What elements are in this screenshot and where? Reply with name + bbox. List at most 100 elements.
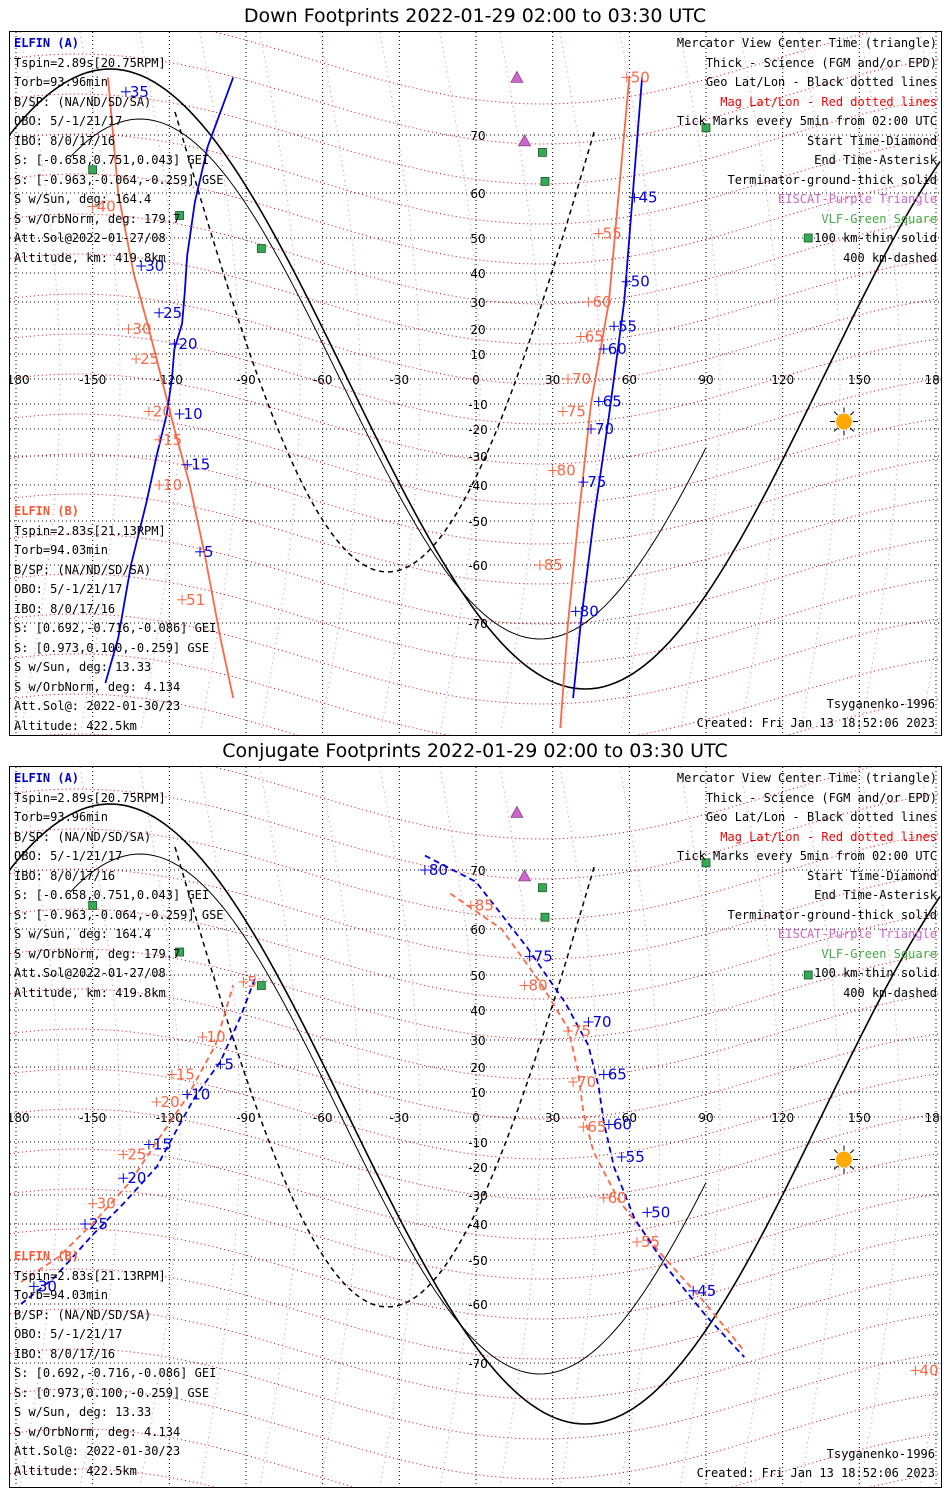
legend-entry: 400 km-dashed: [843, 250, 937, 265]
tick-label: 55: [618, 317, 637, 335]
mag-meridian: [499, 767, 541, 1487]
mag-grid: [10, 32, 941, 735]
info-line: Altitude, km: 419.8km: [14, 250, 166, 265]
info-line: Altitude, km: 419.8km: [14, 985, 166, 1000]
lon-tick-label: 180: [925, 373, 941, 387]
legend-entry: 400 km-dashed: [843, 985, 937, 1000]
mag-meridian: [379, 32, 421, 729]
tick-label: 75: [587, 473, 606, 491]
tick-label: 85: [544, 556, 563, 574]
tick-label: 70: [577, 1073, 596, 1091]
tick-label: 65: [587, 1118, 606, 1136]
tick-label: 35: [130, 83, 149, 101]
tick-label: 65: [603, 393, 622, 411]
lat-tick-label: -60: [468, 559, 488, 573]
tick-label: 51: [186, 591, 205, 609]
info-line: Att.Sol@: 2022-01-30/23: [14, 699, 181, 713]
created-label-down: Created: Fri Jan 13 18:52:06 2023: [696, 716, 935, 730]
tick-label: 30: [145, 257, 164, 275]
tick-label: 5: [204, 543, 214, 561]
info-line: S w/Sun, deg: 13.33: [14, 660, 152, 674]
lon-tick-label: 60: [622, 1111, 637, 1125]
info-line: Tspin=2.89s[20.75RPM]: [14, 790, 166, 805]
mag-meridian: [319, 32, 361, 729]
legend-entry: VLF-Green Square: [821, 946, 937, 961]
lon-tick-label: -180: [10, 373, 30, 387]
elfin-b-info-down: ELFIN (B) Tspin=2.83s[21.13RPM] Torb=94.03…: [14, 502, 216, 735]
lat-tick-label: 40: [470, 267, 485, 281]
eiscat-triangle-icon: [517, 869, 532, 882]
elfin-b-track: [20, 985, 235, 1283]
info-header: ELFIN (A): [14, 36, 80, 50]
tick-label: 50: [651, 1203, 670, 1221]
tick-label: 60: [592, 293, 611, 311]
tick-label: 60: [613, 1116, 632, 1134]
legend-entry: Tick Marks every 5min from 02:00 UTC: [676, 114, 937, 128]
info-line: OBO: 5/-1/21/17: [14, 114, 123, 128]
tick-label: 10: [184, 405, 203, 423]
info-line: Att.Sol@2022-01-27/08: [14, 966, 166, 980]
legend-entry: Geo Lat/Lon - Black dotted lines: [705, 810, 937, 824]
tick-label: 60: [608, 1189, 627, 1207]
terminator-400km-line: [174, 111, 596, 573]
lat-tick-label: 70: [470, 129, 485, 143]
sun-disc: [836, 1151, 852, 1168]
mag-meridian: [859, 32, 901, 729]
sun-ray: [833, 427, 838, 432]
mag-meridian: [619, 32, 661, 729]
model-label-down: Tsyganenko-1996: [826, 697, 935, 711]
tick-label: 25: [127, 1146, 146, 1164]
legend-entry: VLF-Green Square: [821, 211, 937, 226]
tick-label: 45: [638, 189, 657, 207]
elfin-a-track: [20, 974, 258, 1305]
info-line: S: [-0.658,0.751,0.043] GEI: [14, 888, 210, 902]
mag-meridian: [799, 32, 841, 729]
vlf-square-icon: [803, 970, 813, 980]
info-line: S: [0.973,0.100,-0.259] GSE: [14, 640, 210, 655]
mag-meridian: [199, 32, 241, 729]
mag-meridian: [499, 32, 541, 729]
info-line: IBO: 8/0/17/16: [14, 1346, 116, 1361]
lat-tick-label: 20: [470, 1061, 485, 1075]
lon-tick-label: -120: [156, 1111, 183, 1125]
tick-label: 45: [697, 1282, 716, 1300]
lat-tick-label: 50: [470, 969, 485, 983]
elfin-a-info-down: ELFIN (A) Tspin=2.89s[20.75RPM] Torb=93.96…: [14, 34, 224, 268]
legend-entry: Tick Marks every 5min from 02:00 UTC: [676, 849, 937, 863]
lat-tick-label: 70: [470, 864, 485, 878]
info-line: Torb=94.03min: [14, 1288, 108, 1302]
elfin-a-info-conj: ELFIN (A) Tspin=2.89s[20.75RPM] Torb=93.96…: [14, 769, 224, 1003]
info-line: Torb=93.96min: [14, 75, 108, 89]
lon-tick-label: 30: [545, 373, 560, 387]
lon-tick-label: 0: [472, 1111, 480, 1125]
lat-tick-label: 10: [470, 1086, 485, 1100]
lon-tick-label: -150: [79, 1111, 106, 1125]
tick-label: 75: [567, 403, 586, 421]
tick-label: 10: [191, 1086, 210, 1104]
info-line: Torb=93.96min: [14, 810, 108, 824]
lat-tick-label: -30: [468, 1189, 488, 1203]
legend-entry: Mercator View Center Time (triangle): [676, 771, 937, 785]
panel-title-down: Down Footprints 2022-01-29 02:00 to 03:3…: [243, 5, 707, 27]
map-panel-down: -180-150-120-90-60-300306090120150180706…: [9, 31, 942, 736]
vlf-square-icon: [256, 244, 266, 253]
lon-tick-label: -30: [390, 1111, 410, 1125]
tick-label: 60: [608, 340, 627, 358]
info-line: B/SP: (NA/ND/SD/SA): [14, 94, 152, 109]
info-line: S w/Sun, deg: 13.33: [14, 1405, 152, 1419]
panel-title-conj: Conjugate Footprints 2022-01-29 02:00 to…: [222, 740, 728, 762]
elfin-b-track-tail: [559, 77, 631, 729]
tick-label: 10: [163, 476, 182, 494]
axis-labels: -180-150-120-90-60-300306090120150180706…: [10, 129, 941, 631]
sun-ray: [850, 427, 855, 432]
mag-meridian: [739, 32, 781, 729]
lon-tick-label: 120: [771, 373, 794, 387]
info-line: Att.Sol@2022-01-27/08: [14, 231, 166, 245]
stations: [88, 805, 813, 990]
legend-entry: Geo Lat/Lon - Black dotted lines: [705, 75, 937, 89]
tick-label: 10: [207, 1028, 226, 1046]
info-line: Tspin=2.89s[20.75RPM]: [14, 55, 166, 70]
tick-label: 25: [140, 350, 159, 368]
